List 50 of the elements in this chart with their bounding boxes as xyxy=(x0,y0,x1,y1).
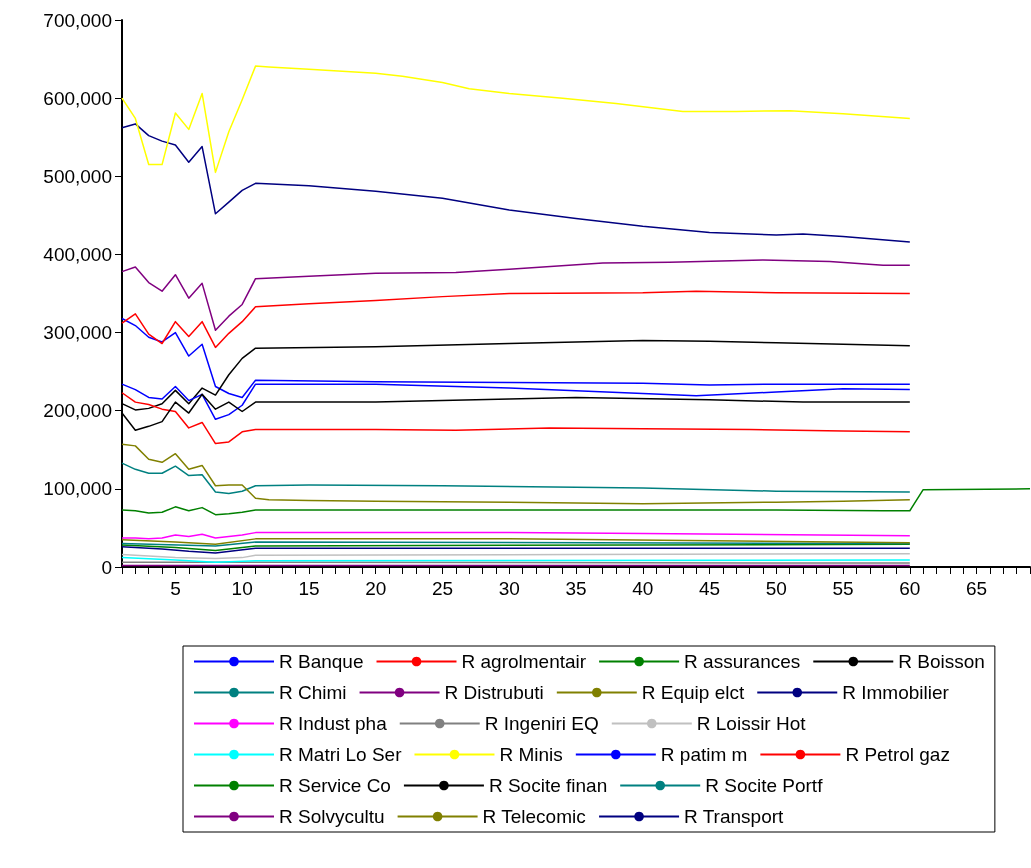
legend-label: R Socite finan xyxy=(488,775,608,796)
x-tick-label: 25 xyxy=(431,578,454,599)
x-tick-label: 35 xyxy=(565,578,587,599)
legend-label: R patim m xyxy=(660,744,748,765)
y-tick-label: 0 xyxy=(101,556,112,578)
x-tick-label: 45 xyxy=(698,578,721,599)
x-tick-label: 60 xyxy=(899,578,921,599)
legend-label: R Minis xyxy=(499,744,563,765)
x-tick-label: 20 xyxy=(365,578,387,599)
legend-label: R assurances xyxy=(684,651,801,672)
x-tick-label: 50 xyxy=(765,578,787,599)
line-series xyxy=(121,290,911,349)
legend-label: R Matri Lo Ser xyxy=(279,744,403,765)
legend-label: R agrolmentair xyxy=(461,651,587,672)
line-series xyxy=(121,488,1031,516)
y-tick-label: 600,000 xyxy=(43,87,112,109)
line-series xyxy=(121,531,911,540)
line-series xyxy=(121,65,911,174)
legend-label: R Petrol gaz xyxy=(845,744,950,765)
x-tick-label: 65 xyxy=(966,578,988,599)
legend-label: R Solvycultu xyxy=(279,806,385,827)
legend-label: R Immobilier xyxy=(842,682,950,703)
legend-label: R Ingeniri EQ xyxy=(484,713,599,734)
x-tick-label: 30 xyxy=(498,578,520,599)
x-tick-label: 15 xyxy=(298,578,320,599)
x-tick-label: 55 xyxy=(832,578,854,599)
legend-label: R Boisson xyxy=(898,651,985,672)
line-series xyxy=(121,443,911,505)
line-series xyxy=(121,123,911,243)
y-tick-label: 700,000 xyxy=(43,9,112,31)
line-series xyxy=(121,462,911,495)
line-series xyxy=(121,259,911,331)
legend-label: R Chimi xyxy=(279,682,347,703)
legend-label: R Loissir Hot xyxy=(696,713,807,734)
legend-label: R Service Co xyxy=(279,775,391,796)
legend-label: R Telecomic xyxy=(482,806,586,827)
y-tick-label: 100,000 xyxy=(43,478,112,500)
x-tick-label: 40 xyxy=(632,578,654,599)
legend-label: R Distrubuti xyxy=(444,682,544,703)
legend-label: R Banque xyxy=(279,651,364,672)
legend-label: R Transport xyxy=(684,806,785,827)
y-tick-label: 300,000 xyxy=(43,322,112,344)
legend-label: R Indust pha xyxy=(279,713,388,734)
y-tick-label: 200,000 xyxy=(43,400,112,422)
legend-label: R Socite Portf xyxy=(705,775,824,796)
x-tick-label: 10 xyxy=(231,578,253,599)
y-tick-label: 500,000 xyxy=(43,165,112,187)
legend-label: R Equip elct xyxy=(641,682,745,703)
y-tick-label: 400,000 xyxy=(43,243,112,265)
x-tick-label: 5 xyxy=(170,578,181,599)
